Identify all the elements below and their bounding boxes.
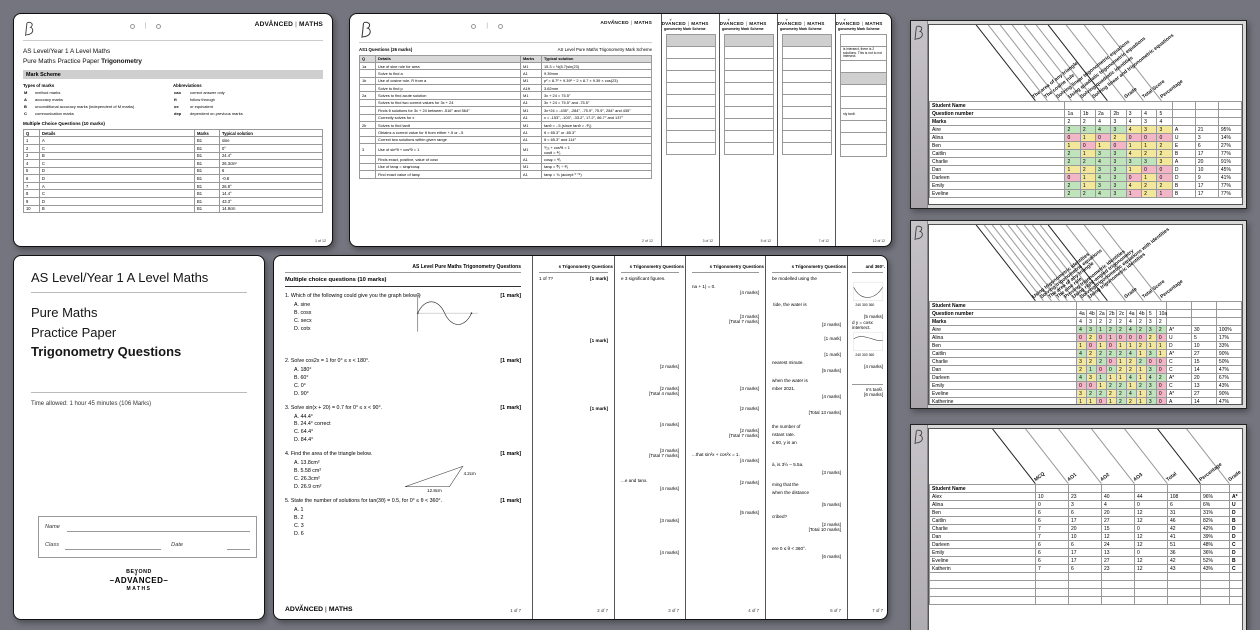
svg-text:240 300 360: 240 300 360 (855, 303, 874, 307)
svg-text:4.2cm: 4.2cm (464, 471, 476, 476)
svg-text:240 300 360: 240 300 360 (855, 353, 874, 357)
svg-text:y: y (419, 293, 422, 298)
svg-text:12.8cm: 12.8cm (427, 488, 442, 493)
